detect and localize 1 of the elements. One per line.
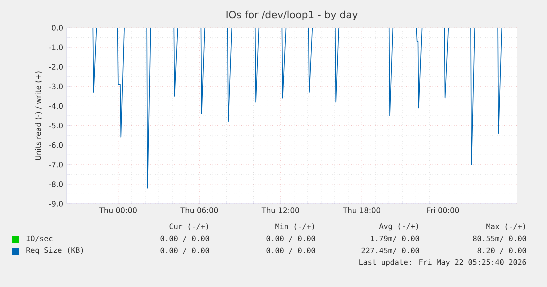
chart-title: IOs for /dev/loop1 - by day xyxy=(226,10,358,21)
